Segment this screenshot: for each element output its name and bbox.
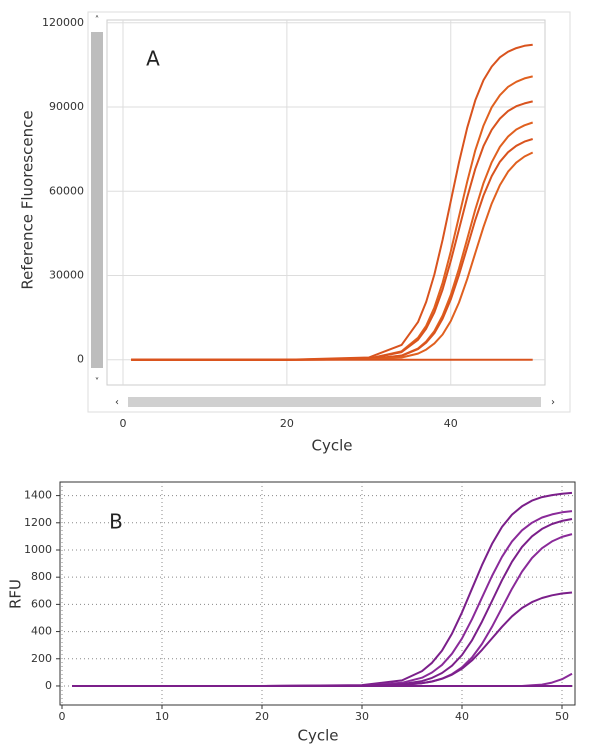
- scroll-right[interactable]: ›: [551, 397, 555, 408]
- h-scrollbar[interactable]: [128, 397, 541, 407]
- annotation-box: [122, 34, 182, 80]
- y-tick-label: 0: [45, 679, 52, 692]
- y-tick-label: 90000: [49, 100, 84, 113]
- annotation: A: [146, 47, 160, 71]
- series-line: [131, 100, 533, 361]
- y-axis-label: RFU: [7, 579, 25, 609]
- y-tick-label: 60000: [49, 184, 84, 197]
- x-tick-label: 20: [255, 710, 269, 723]
- x-tick-label: 10: [155, 710, 169, 723]
- y-tick-label: 200: [31, 652, 52, 665]
- x-tick-label: 0: [59, 710, 66, 723]
- y-tick-label: 120000: [42, 16, 84, 29]
- y-tick-label: 1000: [24, 543, 52, 556]
- x-tick-label: 40: [444, 417, 458, 430]
- y-tick-label: 0: [77, 353, 84, 366]
- x-axis-label: Cycle: [312, 437, 353, 455]
- y-tick-label: 1400: [24, 489, 52, 502]
- x-tick-label: 20: [280, 417, 294, 430]
- annotation: B: [109, 510, 123, 534]
- y-tick-label: 400: [31, 625, 52, 638]
- v-scrollbar[interactable]: [91, 32, 103, 368]
- scroll-up[interactable]: ˄: [95, 16, 100, 26]
- y-tick-label: 30000: [49, 269, 84, 282]
- series-line: [72, 491, 573, 687]
- scroll-left[interactable]: ‹: [115, 397, 119, 408]
- x-tick-label: 50: [555, 710, 569, 723]
- y-tick-label: 600: [31, 597, 52, 610]
- y-tick-label: 1200: [24, 516, 52, 529]
- x-tick-label: 40: [455, 710, 469, 723]
- plot-area: [106, 19, 546, 386]
- plot-area: [59, 481, 576, 706]
- scroll-down[interactable]: ˅: [95, 378, 100, 388]
- x-tick-label: 0: [119, 417, 126, 430]
- series-line: [131, 43, 533, 361]
- y-tick-label: 800: [31, 570, 52, 583]
- y-axis-label: Reference Fluorescence: [19, 110, 37, 289]
- x-tick-label: 30: [355, 710, 369, 723]
- x-axis-label: Cycle: [298, 727, 339, 744]
